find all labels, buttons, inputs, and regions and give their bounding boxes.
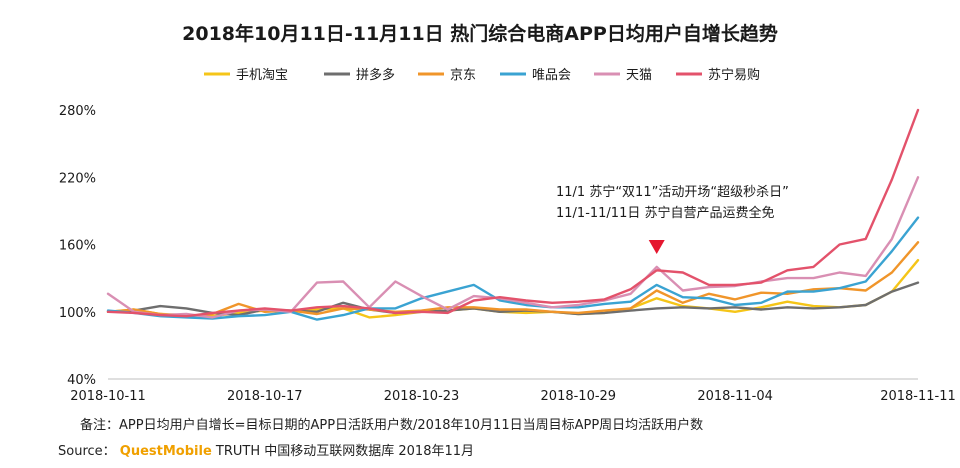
- y-axis: 40% 100% 160% 220% 280%: [59, 104, 96, 388]
- series-line: [106, 216, 920, 321]
- legend-label: 手机淘宝: [236, 68, 288, 83]
- legend-label: 京东: [450, 68, 476, 83]
- source-rest: TRUTH 中国移动互联网数据库 2018年11月: [215, 444, 475, 459]
- x-tick-label: 2018-11-11: [880, 389, 956, 404]
- series-lines: [106, 108, 920, 321]
- x-tick-label: 2018-10-29: [541, 389, 617, 404]
- x-axis: 2018-10-11 2018-10-17 2018-10-23 2018-10-29…: [70, 378, 956, 404]
- y-tick-label: 100%: [59, 306, 96, 321]
- legend-label: 天猫: [626, 68, 652, 83]
- source-brand: QuestMobile: [119, 444, 212, 459]
- series-line: [106, 176, 920, 319]
- x-tick-label: 2018-10-11: [70, 389, 146, 404]
- series-line: [106, 108, 920, 318]
- y-tick-label: 280%: [59, 104, 96, 119]
- series-line: [106, 281, 920, 317]
- legend: 手机淘宝 拼多多 京东 唯品会 天猫 苏宁易购: [204, 67, 760, 83]
- annotation-text: 11/1-11/11日 苏宁自营产品运费全免: [556, 205, 774, 221]
- y-tick-label: 160%: [59, 239, 96, 254]
- legend-label: 拼多多: [356, 67, 395, 83]
- y-tick-label: 220%: [59, 171, 96, 186]
- source-line: Source： QuestMobile TRUTH 中国移动互联网数据库 201…: [58, 440, 474, 459]
- y-tick-label: 40%: [67, 373, 96, 388]
- x-tick-label: 2018-10-23: [384, 389, 460, 404]
- line-chart: 2018年10月11日-11月11日 热门综合电商APP日均用户自增长趋势 手机…: [59, 22, 956, 404]
- chart-title: 2018年10月11日-11月11日 热门综合电商APP日均用户自增长趋势: [182, 22, 778, 45]
- annotation-text: 11/1 苏宁“双11”活动开场“超级秒杀日”: [556, 184, 789, 200]
- annotation-marker: [648, 240, 665, 254]
- x-tick-label: 2018-10-17: [227, 389, 303, 404]
- source-prefix: Source：: [58, 444, 116, 459]
- legend-label: 苏宁易购: [708, 67, 760, 83]
- x-tick-label: 2018-11-04: [697, 389, 773, 404]
- annotation: 11/1 苏宁“双11”活动开场“超级秒杀日” 11/1-11/11日 苏宁自营产…: [556, 184, 789, 254]
- legend-label: 唯品会: [532, 68, 571, 83]
- footnote: 备注：APP日均用户自增长=目标日期的APP日活跃用户数/2018年10月11日…: [80, 418, 704, 433]
